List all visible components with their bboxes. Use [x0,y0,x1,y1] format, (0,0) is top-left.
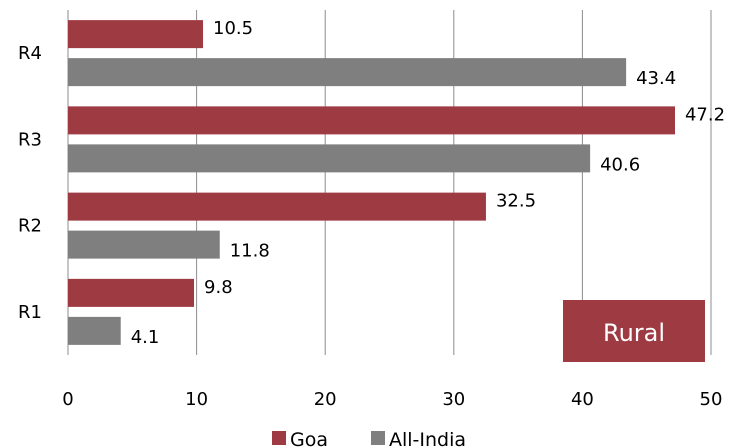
x-tick-label-40: 40 [571,389,594,410]
value-label-all-india-r3: 40.6 [600,154,640,175]
value-label-goa-r2: 32.5 [496,191,536,212]
legend-swatch-all-india [371,431,385,445]
bar-goa-r4 [68,20,204,49]
category-labels: R1 R2 R3 R4 [18,43,42,323]
x-tick-label-10: 10 [185,389,208,410]
category-label-r1: R1 [18,302,42,323]
value-label-goa-r4: 10.5 [213,18,253,39]
category-label-r2: R2 [18,216,42,237]
bar-all-india-r2 [68,230,220,259]
legend: Goa All-India [272,429,466,448]
value-label-goa-r1: 9.8 [204,277,233,298]
bar-goa-r2 [68,192,486,221]
bar-all-india-r4 [68,58,627,87]
category-label-r4: R4 [18,43,42,64]
legend-label-all-india: All-India [389,429,466,448]
x-tick-label-30: 30 [442,389,465,410]
value-label-all-india-r1: 4.1 [131,327,160,348]
rural-badge-box [563,300,705,362]
bar-all-india-r3 [68,144,591,173]
legend-swatch-goa [272,431,286,445]
legend-label-goa: Goa [290,429,328,448]
value-label-all-india-r2: 11.8 [230,241,270,262]
x-tick-label-0: 0 [62,389,73,410]
x-tick-labels: 0 10 20 30 40 50 [62,389,722,410]
value-label-goa-r3: 47.2 [685,104,725,125]
bar-goa-r1 [68,278,195,307]
value-labels: 9.8 4.1 32.5 11.8 47.2 40.6 10.5 43.4 [131,18,725,348]
rural-badge-label: Rural [603,319,665,347]
bar-all-india-r1 [68,316,121,345]
bar-goa-r3 [68,106,675,135]
rural-badge: Rural [563,300,705,362]
bars [68,20,675,345]
value-label-all-india-r4: 43.4 [636,68,676,89]
x-tick-label-20: 20 [314,389,337,410]
x-tick-label-50: 50 [700,389,723,410]
category-label-r3: R3 [18,129,42,150]
